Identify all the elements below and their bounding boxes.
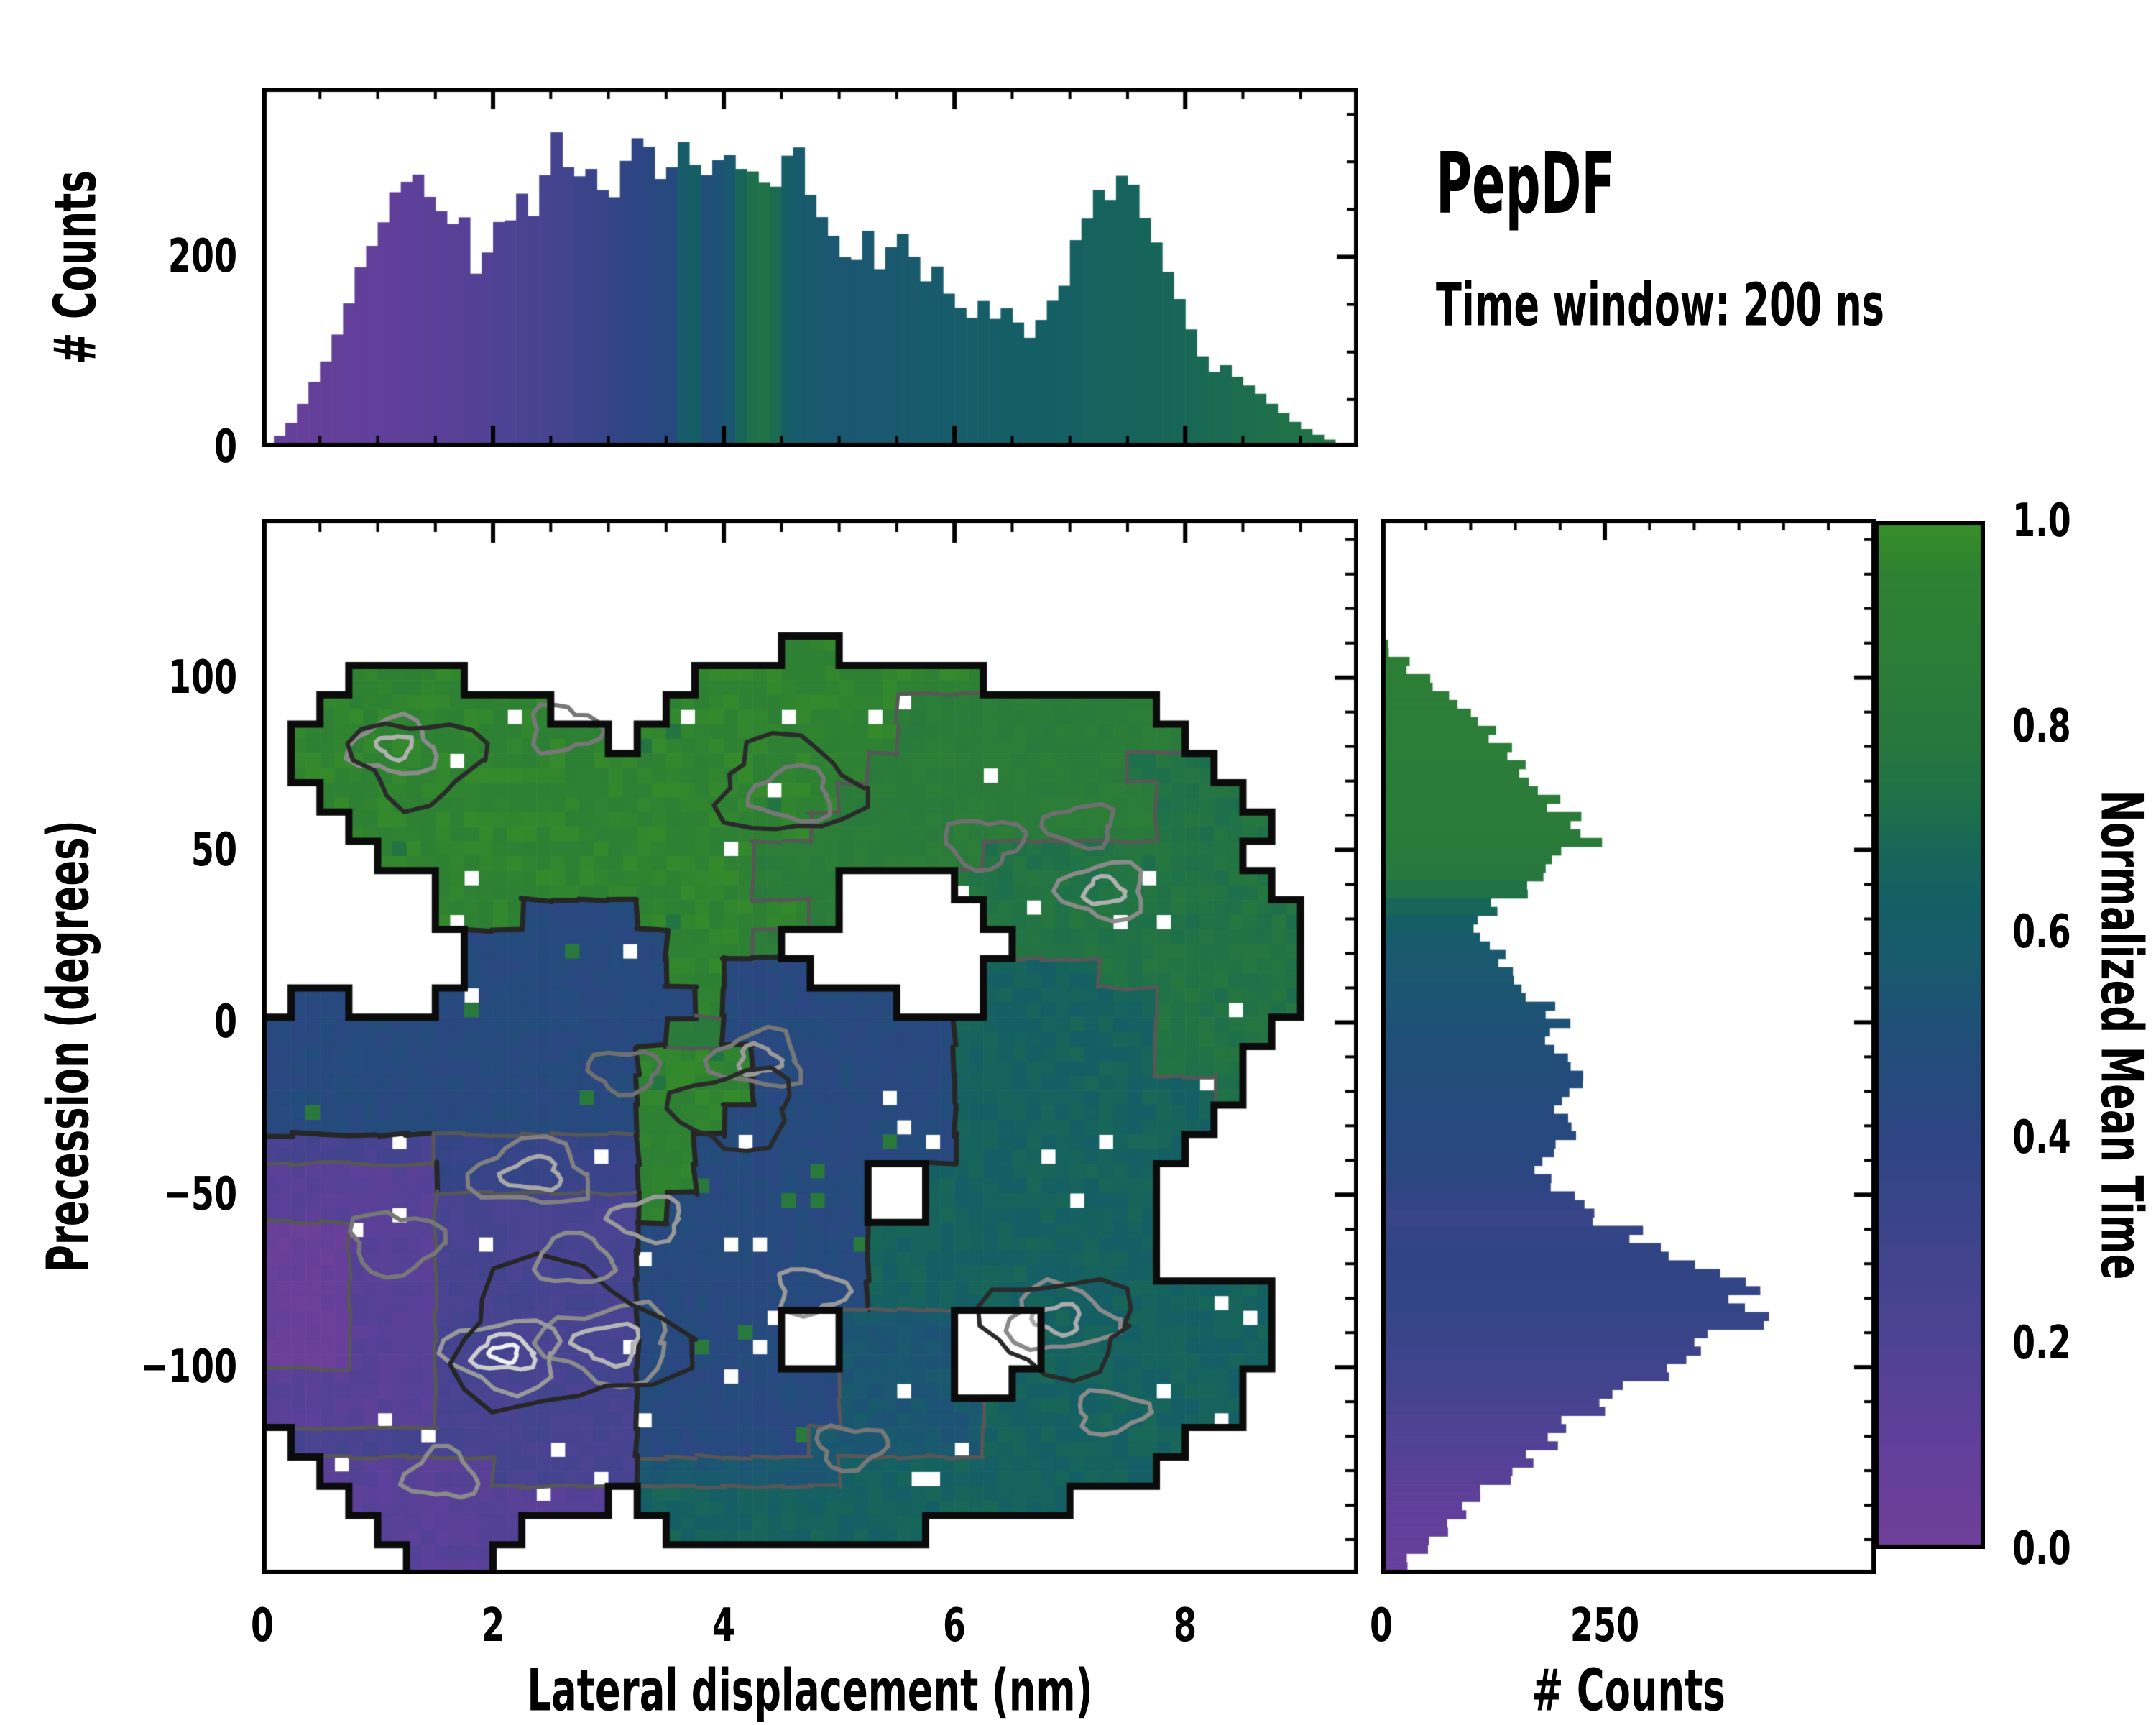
tick-label: 250 (1570, 1599, 1640, 1652)
top-histogram-ylabel: # Counts (42, 170, 109, 364)
main-heatmap-canvas (262, 519, 1358, 1574)
plot-title: PepDF (1436, 134, 1616, 233)
tick-label: 50 (190, 823, 237, 877)
tick-label: −100 (140, 1340, 237, 1394)
tick-label: 2 (482, 1599, 505, 1652)
tick-label: 0.0 (2012, 1522, 2071, 1576)
colorbar-canvas (1874, 521, 1985, 1549)
tick-label: 0 (213, 995, 237, 1049)
tick-label: 0 (250, 1599, 275, 1652)
tick-label: 100 (167, 650, 237, 704)
tick-label: 0 (213, 420, 237, 474)
tick-label: 0.8 (2012, 700, 2071, 753)
colorbar-label: Normalized Mean Time (2088, 790, 2155, 1280)
tick-label: 1.0 (2012, 494, 2071, 548)
tick-label: 0 (1369, 1599, 1393, 1652)
main-xlabel: Lateral displacement (nm) (527, 1657, 1093, 1724)
tick-label: 6 (943, 1599, 967, 1652)
tick-label: 4 (712, 1599, 736, 1652)
plot-subtitle: Time window: 200 ns (1436, 271, 1884, 340)
main-ylabel: Precession (degrees) (34, 820, 102, 1273)
tick-label: 0.2 (2012, 1317, 2071, 1370)
tick-label: 8 (1174, 1599, 1197, 1652)
tick-label: 0.6 (2012, 906, 2071, 959)
top-histogram-canvas (262, 88, 1358, 447)
tick-label: 200 (167, 230, 237, 284)
tick-label: −50 (163, 1168, 237, 1222)
tick-label: 0.4 (2012, 1111, 2071, 1164)
right-histogram-xlabel: # Counts (1531, 1657, 1726, 1724)
right-histogram-canvas (1381, 519, 1876, 1574)
